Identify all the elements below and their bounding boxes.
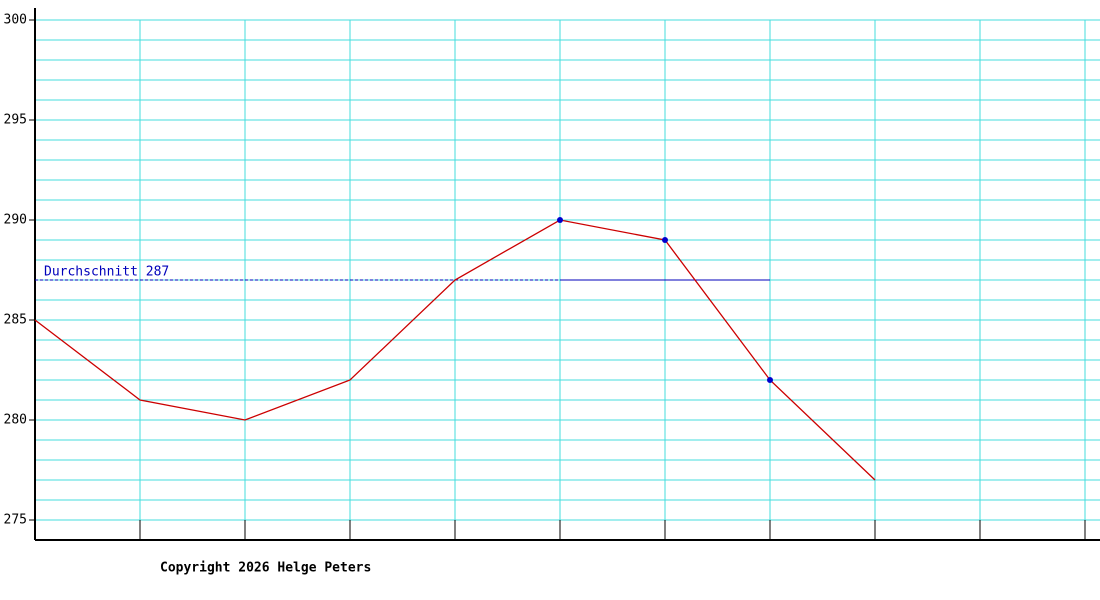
- data-point: [557, 217, 563, 223]
- y-tick-label: 275: [4, 513, 27, 528]
- y-tick-label: 285: [4, 313, 27, 328]
- data-point: [662, 237, 668, 243]
- y-tick-label: 300: [4, 13, 27, 28]
- data-line: [34, 219, 876, 481]
- y-tick-label: 290: [4, 213, 27, 228]
- average-label: Durchschnitt 287: [44, 265, 169, 280]
- data-point: [767, 377, 773, 383]
- y-tick-label: 280: [4, 413, 27, 428]
- y-tick-label: 295: [4, 113, 27, 128]
- copyright: Copyright 2026 Helge Peters: [160, 561, 371, 576]
